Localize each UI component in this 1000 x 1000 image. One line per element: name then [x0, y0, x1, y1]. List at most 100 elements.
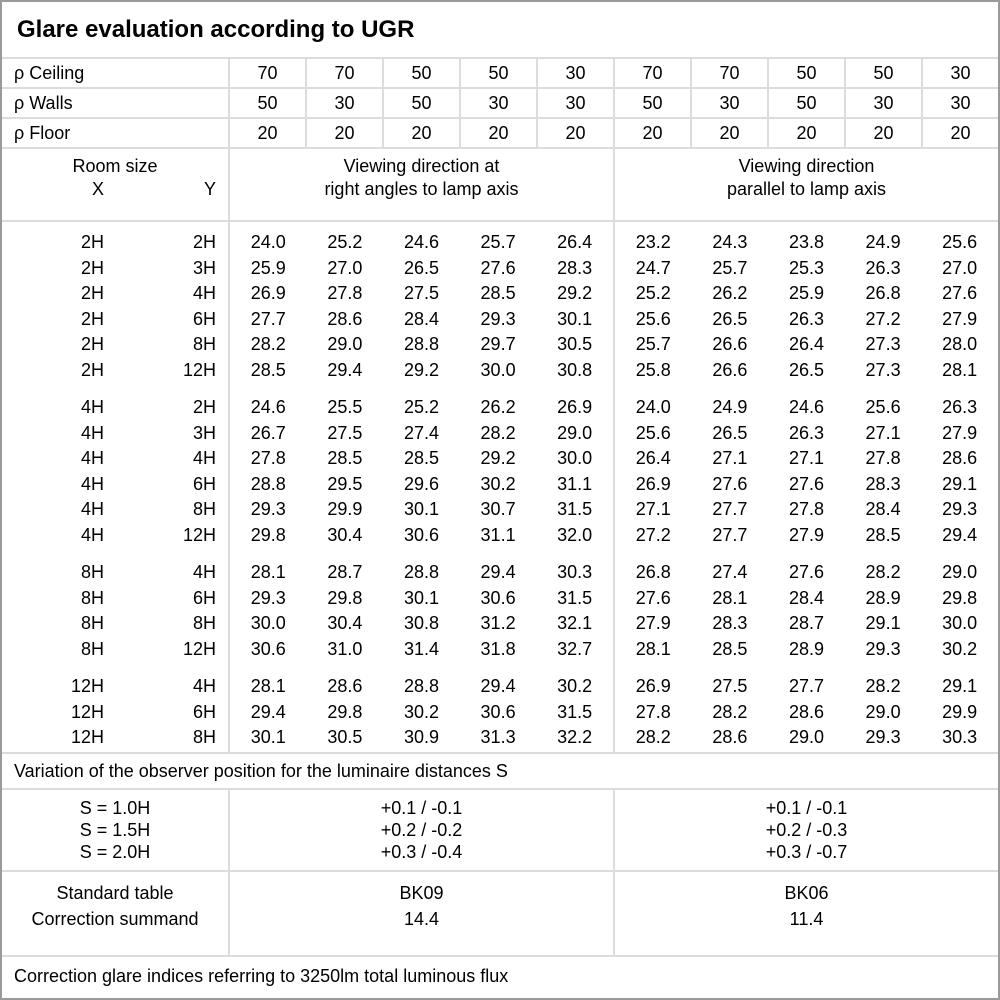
reflectance-row-walls: ρ Walls 50 30 50 30 30 50 30 50 30 30 [2, 89, 998, 119]
room-y-value: 6H [192, 587, 216, 608]
ugr-value-cell: 30.8 [403, 613, 439, 633]
ugr-value-cell: 28.8 [403, 562, 439, 582]
ugr-value-cell: 26.9 [557, 397, 593, 417]
reflectance-value-cell: 20 [536, 119, 613, 147]
ugr-value-cell: 26.4 [635, 448, 671, 468]
ugr-value-cell: 30.4 [327, 613, 363, 633]
reflectance-value-cell: 50 [228, 89, 305, 117]
table-row: 4H 8H 29.3 29.9 30.1 30.7 31.5 27.1 27.7 27.8 28.4… [2, 497, 998, 523]
standard-section-value: BK09 [399, 883, 444, 903]
ugr-value-cell: 26.9 [635, 473, 671, 494]
table-row: 8H 12H 30.6 31.0 31.4 31.8 32.7 28.1 28.5 28.9 29.… [2, 637, 998, 663]
ugr-value-cell: 29.5 [327, 473, 363, 494]
reflectance-value-cell: 30 [536, 89, 613, 117]
ugr-value-cell: 25.6 [635, 422, 671, 443]
ugr-value-cell: 23.2 [635, 232, 671, 252]
ugr-value-cell: 30.8 [557, 359, 593, 380]
table-row: 2H 2H 24.0 25.2 24.6 25.7 26.4 23.2 24.3 23.8 24.9… [2, 230, 998, 256]
table-row: 4H 4H 27.8 28.5 28.5 29.2 30.0 26.4 27.1 27.1 27.8… [2, 446, 998, 472]
ugr-value-cell: 28.2 [480, 422, 516, 443]
header-line: Viewing direction [738, 156, 875, 176]
ugr-value-cell: 26.6 [712, 334, 748, 354]
ugr-value-cell: 30.6 [480, 587, 516, 608]
ugr-value-cell: 30.5 [327, 727, 363, 747]
ugr-value-cell: 28.1 [635, 638, 671, 659]
room-x-value: 12H [70, 727, 104, 747]
ugr-data-table: 2H 2H 24.0 25.2 24.6 25.7 26.4 23.2 24.3 23.8 24.9… [2, 222, 998, 754]
ugr-value-cell: 28.6 [712, 727, 748, 747]
s-correction-value: +0.3 / -0.7 [765, 842, 848, 862]
ugr-value-cell: 30.2 [557, 676, 593, 696]
s-distance-section: S = 1.0H S = 1.5H S = 2.0H +0.1 / -0.1 +0.2… [2, 790, 998, 872]
viewing-direction-parallel-header: Viewing direction parallel to lamp axis [613, 149, 998, 220]
room-y-value: 8H [192, 727, 216, 747]
reflectance-value-cell: 50 [613, 89, 690, 117]
ugr-value-cell: 32.1 [557, 613, 593, 633]
s-correction-value: +0.3 / -0.4 [380, 842, 463, 862]
ugr-values-parallel: 24.0 24.9 24.6 25.6 26.3 [613, 395, 998, 421]
reflectance-value-cell: 30 [844, 89, 921, 117]
ugr-value-cell: 27.1 [635, 499, 671, 519]
group-divider [613, 222, 615, 752]
ugr-value-cell: 28.4 [403, 308, 439, 329]
room-x-value: 4H [80, 499, 104, 519]
ugr-value-cell: 24.7 [635, 257, 671, 278]
ugr-value-cell: 26.3 [788, 422, 824, 443]
ugr-value-cell: 29.0 [557, 422, 593, 443]
table-row: 2H 4H 26.9 27.8 27.5 28.5 29.2 25.2 26.2 25.9 26.8… [2, 281, 998, 307]
ugr-value-cell: 28.7 [788, 613, 824, 633]
ugr-value-cell: 30.7 [480, 499, 516, 519]
ugr-value-cell: 29.3 [865, 638, 901, 659]
table-row: 12H 6H 29.4 29.8 30.2 30.6 31.5 27.8 28.2 28.6 29.… [2, 700, 998, 726]
ugr-value-cell: 25.8 [635, 359, 671, 380]
ugr-value-cell: 26.5 [712, 422, 748, 443]
ugr-value-cell: 29.9 [327, 499, 363, 519]
ugr-values-right-angles: 28.8 29.5 29.6 30.2 31.1 [228, 472, 613, 498]
reflectance-row-label: ρ Ceiling [14, 62, 85, 83]
table-row: 4H 3H 26.7 27.5 27.4 28.2 29.0 25.6 26.5 26.3 27.1… [2, 421, 998, 447]
room-size-cell: 12H 8H [2, 725, 228, 751]
room-size-cell: 2H 12H [2, 358, 228, 384]
ugr-value-cell: 30.3 [557, 562, 593, 582]
ugr-value-cell: 28.3 [865, 473, 901, 494]
ugr-value-cell: 25.2 [635, 283, 671, 303]
reflectance-value-cell: 30 [536, 59, 613, 87]
reflectance-value-cell: 50 [459, 59, 536, 87]
reflectance-value-cell: 50 [382, 89, 459, 117]
ugr-values-parallel: 26.8 27.4 27.6 28.2 29.0 [613, 560, 998, 586]
ugr-value-cell: 27.6 [480, 257, 516, 278]
ugr-value-cell: 28.1 [942, 359, 978, 380]
ugr-value-cell: 28.5 [865, 524, 901, 545]
ugr-value-cell: 29.1 [865, 613, 901, 633]
ugr-value-cell: 29.2 [557, 283, 593, 303]
footer-note-row: Correction glare indices referring to 32… [2, 957, 998, 998]
ugr-values-right-angles: 30.6 31.0 31.4 31.8 32.7 [228, 637, 613, 663]
ugr-value-cell: 25.6 [942, 232, 978, 252]
ugr-value-cell: 30.0 [250, 613, 286, 633]
ugr-value-cell: 28.9 [788, 638, 824, 659]
ugr-value-cell: 26.8 [635, 562, 671, 582]
table-row: 12H 8H 30.1 30.5 30.9 31.3 32.2 28.2 28.6 29.0 29.… [2, 725, 998, 751]
room-x-value: 2H [80, 257, 104, 278]
room-size-cell: 4H 12H [2, 523, 228, 549]
ugr-value-cell: 27.6 [635, 587, 671, 608]
ugr-values-parallel: 25.6 26.5 26.3 27.1 27.9 [613, 421, 998, 447]
table-row: 8H 4H 28.1 28.7 28.8 29.4 30.3 26.8 27.4 27.6 28.2… [2, 560, 998, 586]
ugr-value-cell: 28.5 [403, 448, 439, 468]
ugr-value-cell: 24.0 [250, 232, 286, 252]
ugr-value-cell: 29.0 [788, 727, 824, 747]
standard-section-value: 14.4 [403, 909, 440, 929]
ugr-value-cell: 25.3 [788, 257, 824, 278]
room-size-cell: 2H 4H [2, 281, 228, 307]
reflectance-value-cell: 20 [690, 119, 767, 147]
ugr-value-cell: 29.4 [250, 701, 286, 722]
ugr-value-cell: 30.1 [403, 499, 439, 519]
room-y-value: 8H [192, 334, 216, 354]
ugr-value-cell: 26.3 [942, 397, 978, 417]
reflectance-value-cell: 70 [690, 59, 767, 87]
ugr-value-cell: 29.3 [250, 499, 286, 519]
ugr-value-cell: 31.0 [327, 638, 363, 659]
table-row: 2H 8H 28.2 29.0 28.8 29.7 30.5 25.7 26.6 26.4 27.3… [2, 332, 998, 358]
ugr-value-cell: 26.9 [250, 283, 286, 303]
ugr-value-cell: 25.5 [327, 397, 363, 417]
